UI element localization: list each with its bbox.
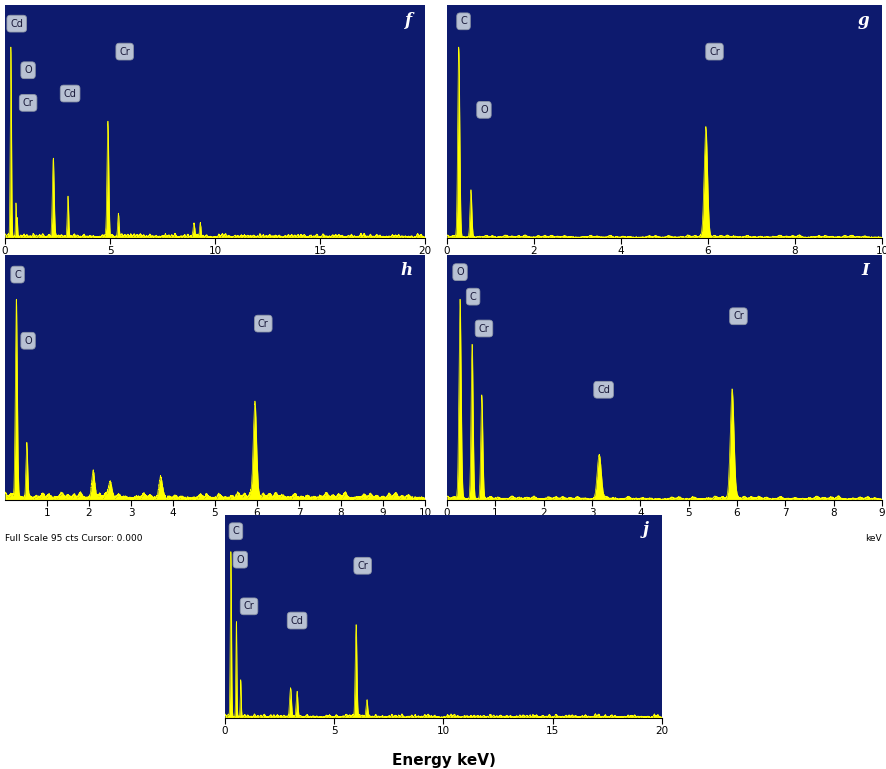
Text: Cr: Cr <box>732 311 743 321</box>
Text: Cd: Cd <box>596 384 610 394</box>
Text: Energy keV): Energy keV) <box>391 753 495 767</box>
Text: C: C <box>232 526 239 536</box>
Text: Cd: Cd <box>64 88 76 98</box>
Text: keV: keV <box>408 534 424 544</box>
Text: C: C <box>14 270 21 280</box>
Text: I: I <box>860 262 868 279</box>
Text: Cr: Cr <box>23 98 34 108</box>
Text: O: O <box>237 554 244 564</box>
Text: Full Scale 3371 cts Cursor: 0.000: Full Scale 3371 cts Cursor: 0.000 <box>447 271 595 280</box>
Text: Full Scale 95 cts Cursor: 0.000: Full Scale 95 cts Cursor: 0.000 <box>5 534 143 544</box>
Text: Cr: Cr <box>708 47 719 57</box>
Text: Cr: Cr <box>258 318 268 328</box>
Text: Cd: Cd <box>11 18 23 28</box>
Text: Cr: Cr <box>357 561 368 571</box>
Text: Cr: Cr <box>120 47 130 57</box>
Text: C: C <box>460 16 466 26</box>
Text: O: O <box>24 336 32 346</box>
Text: g: g <box>857 12 868 29</box>
Text: j: j <box>642 521 649 538</box>
Text: f: f <box>405 12 412 29</box>
Text: Cr: Cr <box>478 324 489 334</box>
Text: keV: keV <box>865 534 881 544</box>
Text: O: O <box>479 105 487 115</box>
Text: C: C <box>470 291 476 301</box>
Text: keV: keV <box>408 271 424 280</box>
Text: Cr: Cr <box>244 601 254 611</box>
Text: Cd: Cd <box>291 615 303 625</box>
Text: h: h <box>400 262 412 279</box>
Text: Full Scale 1946 cts Cursor: -0.016  (1018 cts): Full Scale 1946 cts Cursor: -0.016 (1018… <box>5 271 209 280</box>
Text: O: O <box>455 267 463 277</box>
Text: O: O <box>24 65 32 75</box>
